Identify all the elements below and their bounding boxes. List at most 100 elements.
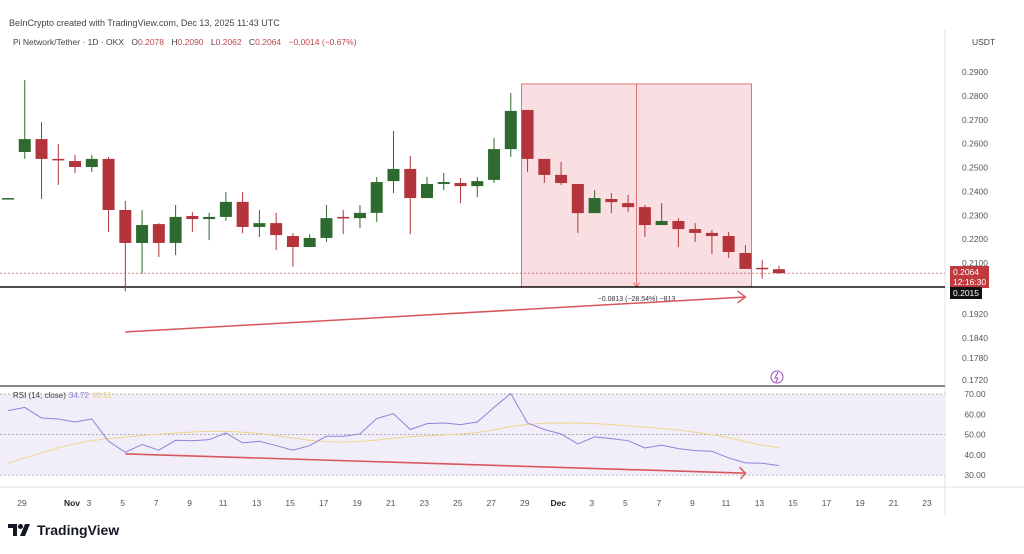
candle [119,200,132,292]
rsi-line [7,392,780,467]
candle-body [186,215,199,220]
rsi-value: 34.72 [68,391,89,400]
candle [69,154,82,173]
open-label: O [131,37,139,47]
arrow-head-icon [738,466,747,480]
date-tick-label: Nov [64,498,80,508]
candle [102,156,115,232]
rsi-tick-label: 30.00 [964,470,986,480]
date-tick-label: 21 [889,498,899,508]
candle-body [638,207,651,226]
logo-text: TradingView [37,522,120,538]
candle [739,245,752,269]
candle [672,218,685,248]
candle [756,260,769,279]
currency-unit[interactable]: USDT [972,37,996,47]
date-tick-label: 9 [690,498,695,508]
low-label: L [210,37,216,47]
candle-body [705,232,718,237]
candle-body [370,182,383,213]
candle [320,204,333,242]
date-tick-label: 23 [420,498,430,508]
price-tick-label: 0.2500 [962,163,988,173]
candle-body [756,267,769,270]
date-tick-label: 17 [822,498,832,508]
candle [705,230,718,254]
candle-body [772,269,785,274]
candle-body [2,198,14,200]
price-tick-label: 0.2800 [962,91,988,101]
measure-label: −0.0813 (−28.54%) −813 [598,296,676,303]
date-tick-label: Dec [551,498,567,508]
date-tick-label: 19 [352,498,362,508]
date-tick-label: 7 [154,498,159,508]
date-tick-label: 7 [657,498,662,508]
price-tick-label: 0.2100 [962,258,988,268]
open-value: 0.2078 [138,37,165,47]
rsi-ma-line [7,422,780,464]
candle [35,121,48,200]
candle [504,93,517,157]
candle [655,203,668,226]
candle-body [521,109,534,159]
date-tick-label: 3 [87,498,92,508]
low-value: 0.2062 [215,37,242,47]
candle [404,156,417,235]
rsi-tick-label: 70.00 [964,389,986,399]
price-tick-label: 0.2200 [962,234,988,244]
rsi-ma-value: 43.51 [91,391,112,400]
date-tick-label: 15 [285,498,295,508]
date-tick-label: 13 [252,498,262,508]
chart-credit: BeInCrypto created with TradingView.com,… [9,18,280,28]
candle-body [35,139,48,159]
candle-body [471,181,484,187]
support-price: 0.2015 [953,288,979,298]
candle [219,192,232,221]
price-tick-label: 0.2900 [962,67,988,77]
price-tick-label: 0.1780 [962,353,988,363]
candle [303,234,316,248]
symbol-title[interactable]: Pi Network/Tether · 1D · OKX [13,37,125,47]
candle-body [119,209,132,243]
date-tick-label: 21 [386,498,396,508]
candle-body [605,199,618,203]
support-price-tag: 0.2015 [950,287,982,299]
price-tick-label: 0.2300 [962,210,988,220]
date-tick-label: 19 [855,498,865,508]
candle [638,204,651,237]
candle [203,212,216,241]
candle [571,183,584,233]
candle-body [454,183,467,187]
candle-body [337,216,350,219]
price-tick-label: 0.2600 [962,139,988,149]
candle-body [555,174,568,184]
tradingview-logo[interactable]: TradingView [8,522,119,538]
candle [722,231,735,258]
last-price-tag: 0.2064 12:16:30 [950,266,990,288]
date-tick-label: 9 [187,498,192,508]
change-value: −0.0014 (−0.67%) [288,37,357,47]
rsi-title[interactable]: RSI (14, close) [13,391,66,400]
candle-body [18,139,31,152]
rsi-tick-label: 50.00 [964,430,986,440]
date-tick-label: 3 [589,498,594,508]
candle-body [152,224,165,243]
high-value: 0.2090 [177,37,204,47]
candle [488,137,501,184]
candle [421,177,433,199]
price-tick-label: 0.2400 [962,186,988,196]
candle [270,212,283,251]
candle-body [169,216,182,243]
rsi-divergence-arrow [125,453,746,474]
price-tick-label: 0.1920 [962,309,988,319]
date-tick-label: 25 [453,498,463,508]
candle [772,265,785,274]
price-tick-label: 0.1720 [962,375,988,385]
candle [2,198,14,200]
candle [622,194,635,213]
date-tick-label: 5 [623,498,628,508]
candle-body [136,225,149,243]
date-tick-label: 23 [922,498,932,508]
candle [236,192,249,234]
